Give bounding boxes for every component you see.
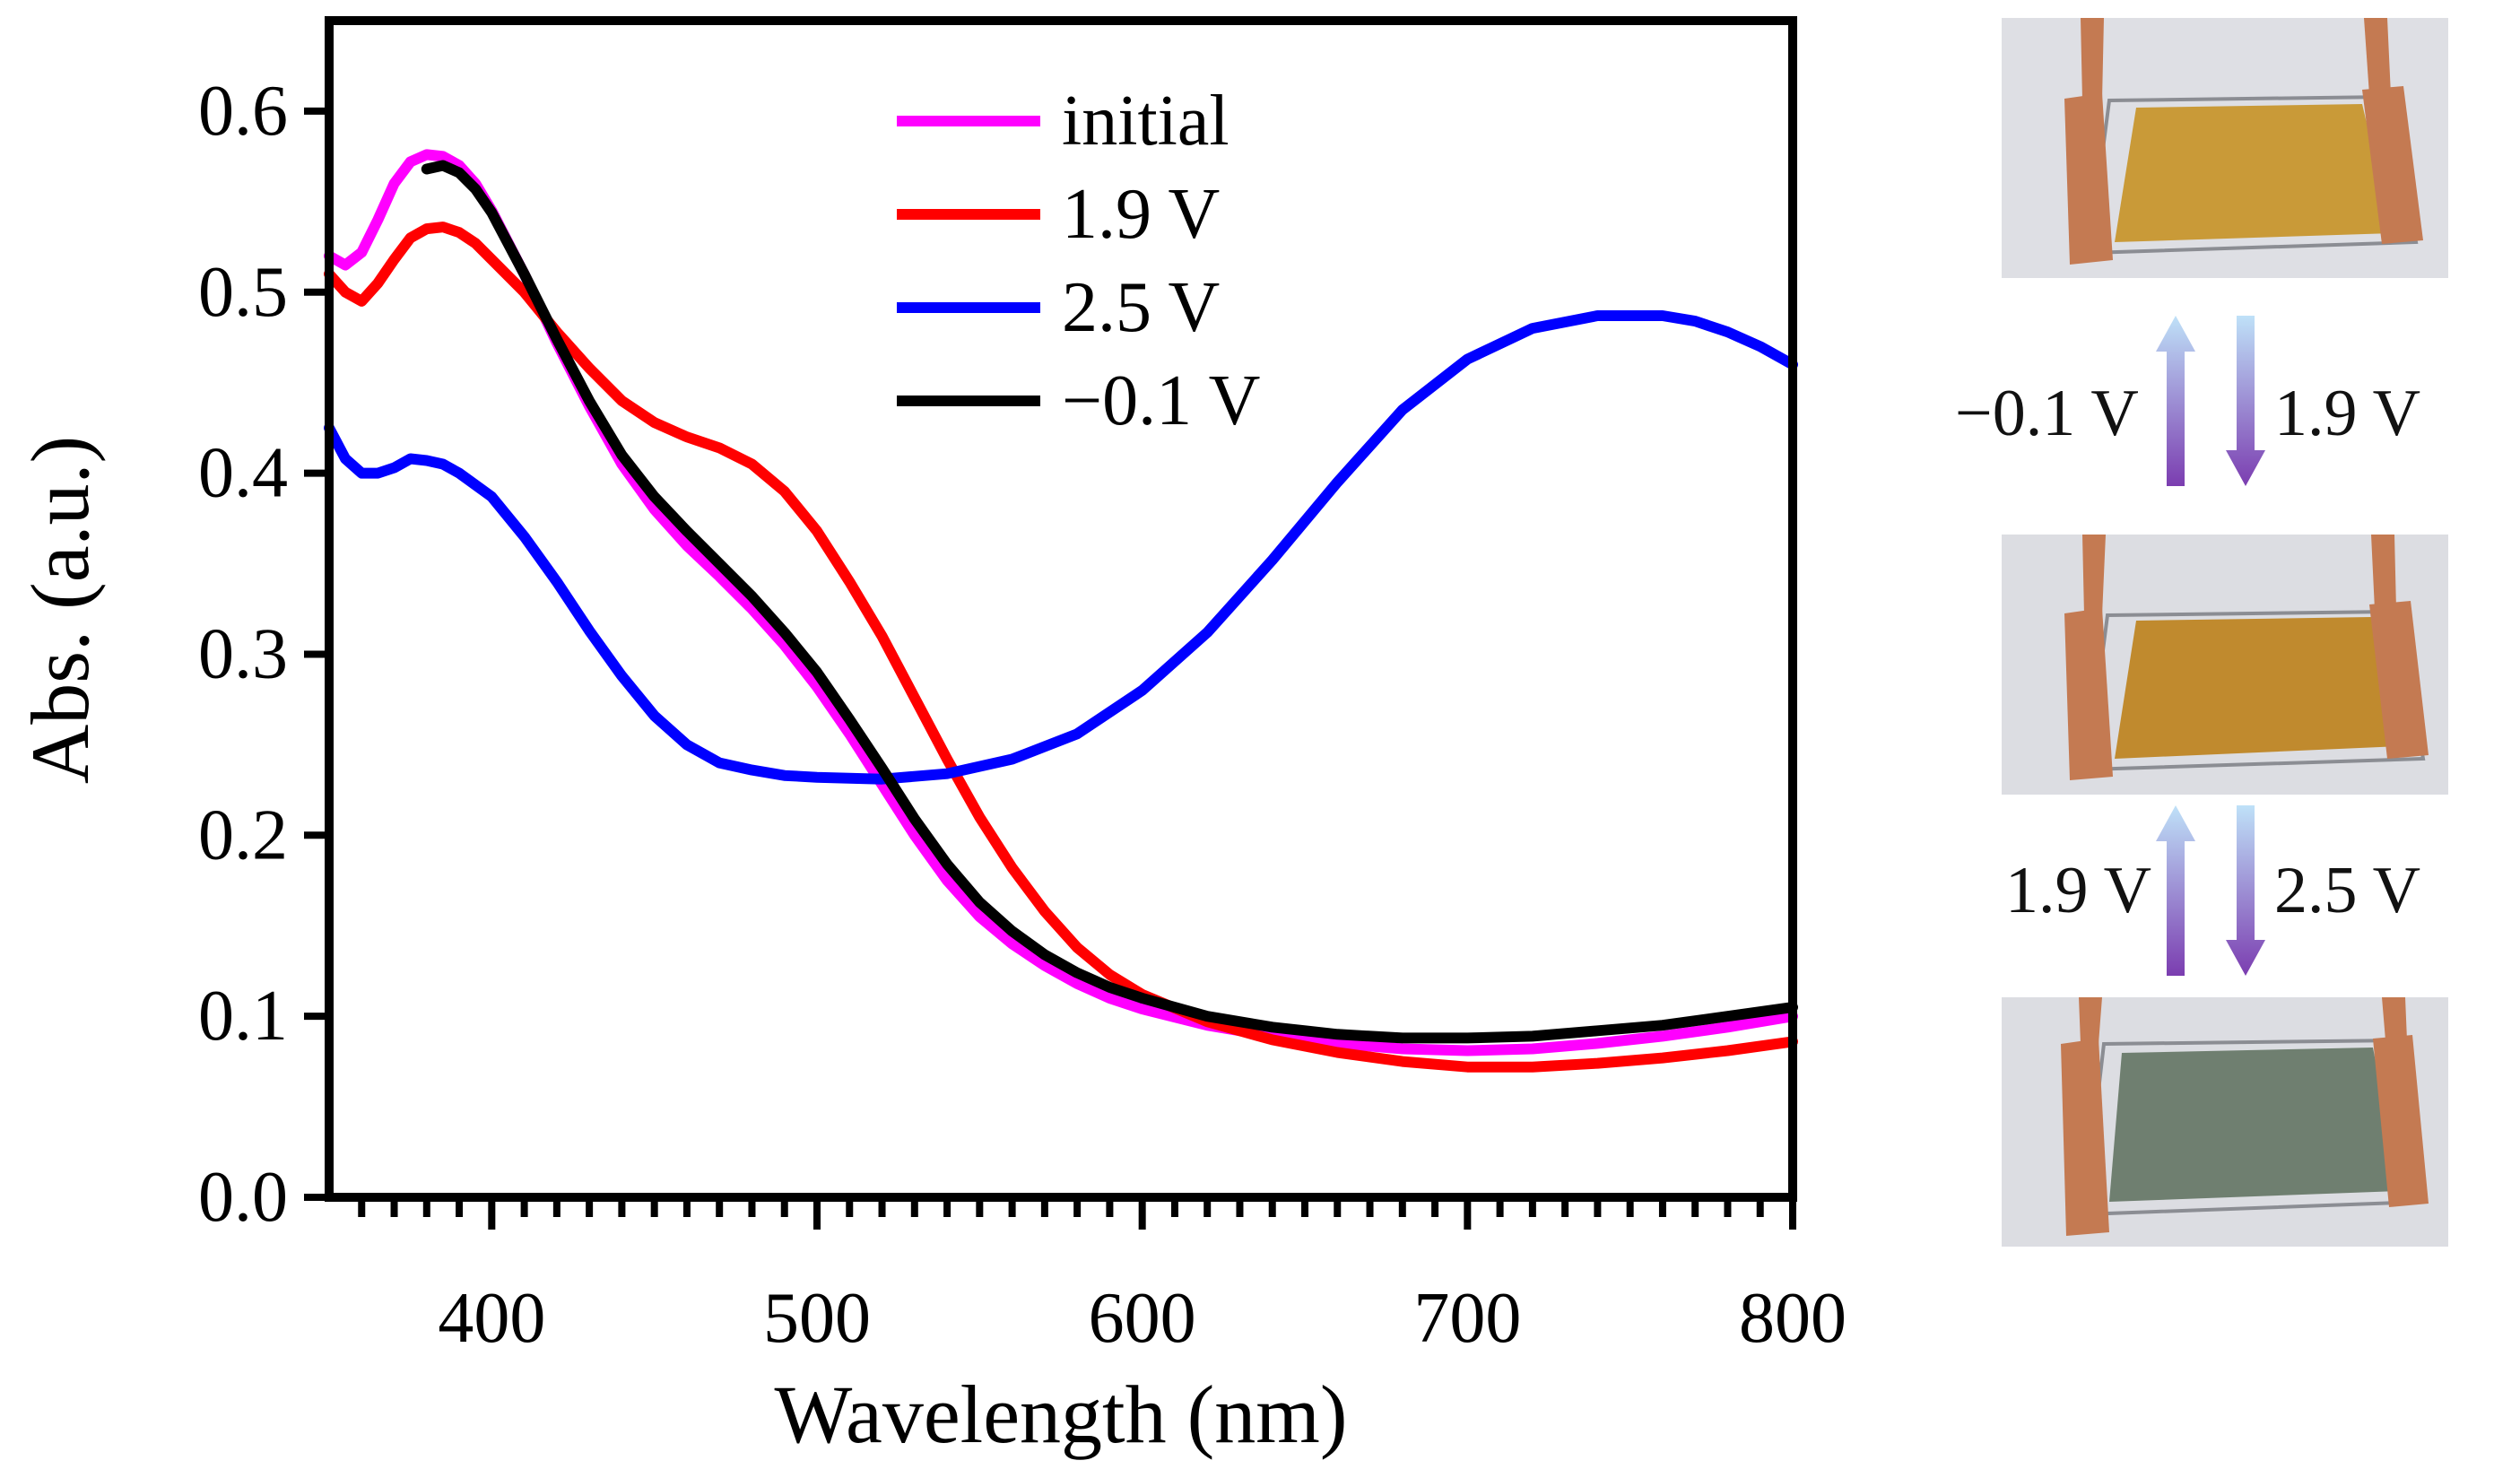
arrow-down-icon: [2226, 316, 2265, 486]
legend-label: 1.9 V: [1062, 175, 1220, 254]
legend-label: initial: [1062, 82, 1230, 161]
arrow-up-icon: [2156, 805, 2195, 976]
y-tick-label: 0.1: [198, 977, 288, 1056]
device-photo-middle: [2002, 535, 2448, 795]
device-photo-panel: −0.1 V 1.9 V 1.9 V: [1955, 0, 2520, 1478]
series-line-2-5-V: [324, 310, 1798, 785]
data-series: [324, 149, 1798, 1073]
x-tick-label: 400: [438, 1279, 545, 1358]
x-axis-ticks: 400 500 600 700 800: [358, 1197, 1847, 1358]
transition-1-right-label: 1.9 V: [2274, 377, 2421, 450]
absorbance-chart: 0.0 0.1 0.2 0.3 0.4 0.5 0.6 400 500 600 700 800 in…: [14, 16, 1847, 1460]
x-tick-label: 700: [1413, 1279, 1521, 1358]
legend-label: −0.1 V: [1062, 361, 1260, 440]
legend-label: 2.5 V: [1062, 268, 1220, 347]
series-line-1-9-V: [324, 222, 1798, 1073]
x-tick-label: 500: [763, 1279, 871, 1358]
device-photo-2-5v: [2002, 997, 2448, 1247]
y-tick-label: 0.3: [198, 614, 288, 693]
plot-frame: [325, 16, 1797, 1202]
transition-2-left-label: 1.9 V: [2005, 854, 2152, 927]
x-axis-title: Wavelength (nm): [775, 1369, 1348, 1460]
series-line-initial: [324, 149, 1798, 1056]
x-tick-label: 600: [1089, 1279, 1196, 1358]
film-middle: [2115, 617, 2400, 759]
film-initial: [2115, 104, 2393, 242]
y-tick-label: 0.2: [198, 796, 288, 874]
series-line-0-1-V: [421, 160, 1798, 1044]
arrow-down-icon: [2226, 805, 2265, 976]
y-tick-label: 0.5: [198, 253, 288, 332]
device-photo-initial: [2002, 18, 2448, 278]
transition-1-left-label: −0.1 V: [1955, 377, 2139, 450]
transition-2-right-label: 2.5 V: [2274, 854, 2421, 927]
y-tick-label: 0.0: [198, 1158, 288, 1237]
y-axis-ticks: 0.0 0.1 0.2 0.3 0.4 0.5 0.6: [198, 72, 329, 1237]
film-2-5v: [2109, 1048, 2400, 1202]
y-tick-label: 0.6: [198, 72, 288, 151]
arrow-up-icon: [2156, 316, 2195, 486]
legend: initial 1.9 V 2.5 V −0.1 V: [897, 82, 1260, 440]
y-tick-label: 0.4: [198, 434, 288, 513]
y-axis-title: Abs. (a.u.): [14, 436, 106, 784]
x-tick-label: 800: [1739, 1279, 1847, 1358]
